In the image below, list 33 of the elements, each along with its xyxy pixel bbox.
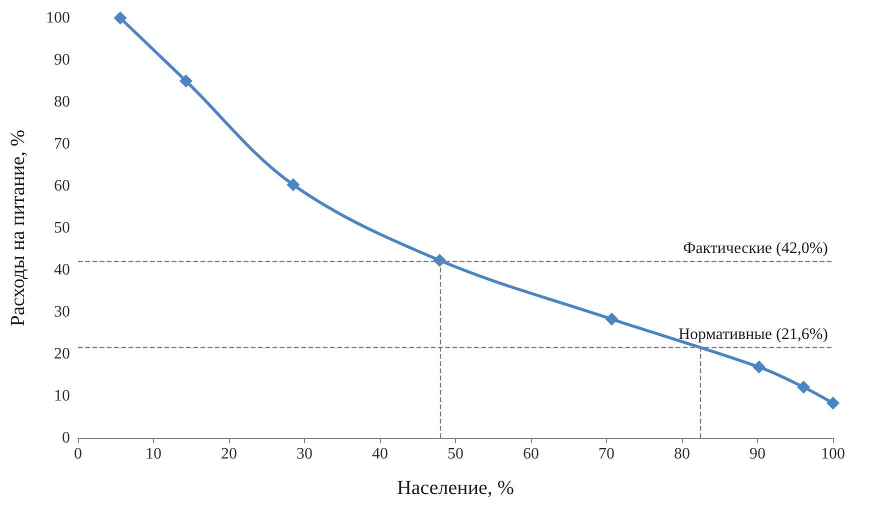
x-tick-label: 70 [598, 446, 614, 462]
point [797, 380, 810, 394]
x-tick-label: 30 [296, 446, 312, 462]
ref-line-label: Нормативные (21,6%) [678, 326, 828, 343]
y-tick-label: 70 [54, 136, 70, 152]
x-tick-label: 80 [674, 446, 690, 462]
x-tick-label: 40 [372, 446, 388, 462]
y-tick-label: 30 [54, 304, 70, 320]
y-tick-label: 10 [54, 388, 70, 404]
point [114, 12, 127, 24]
x-tick-label: 20 [221, 446, 237, 462]
y-axis-title: Расходы на питание, % [7, 130, 29, 326]
y-tick-label: 100 [46, 10, 70, 26]
y-tick-label: 60 [54, 178, 70, 194]
point [826, 396, 840, 410]
point [605, 312, 618, 326]
x-tick-label: 10 [146, 446, 162, 462]
y-tick-label: 40 [54, 262, 70, 278]
point [179, 74, 192, 88]
x-tick-label: 50 [448, 446, 464, 462]
y-tick-label: 20 [54, 346, 70, 362]
x-tick-label: 100 [821, 446, 845, 462]
x-axis-title: Население, % [396, 477, 514, 499]
point [752, 360, 766, 374]
y-tick-label: 50 [54, 220, 70, 236]
x-tick-label: 90 [750, 446, 766, 462]
y-tick-label: 80 [54, 94, 70, 110]
ref-line-label: Фактические (42,0%) [683, 240, 828, 258]
x-tick-label: 60 [523, 446, 539, 462]
y-tick-label: 0 [62, 430, 70, 446]
y-tick-label: 90 [54, 52, 70, 68]
x-tick-label: 0 [74, 446, 82, 462]
point [286, 178, 300, 192]
